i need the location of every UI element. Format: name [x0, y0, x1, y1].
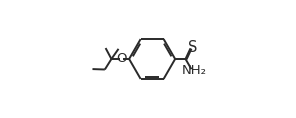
Text: O: O [116, 53, 127, 65]
Text: NH₂: NH₂ [182, 64, 207, 77]
Text: S: S [188, 40, 197, 55]
